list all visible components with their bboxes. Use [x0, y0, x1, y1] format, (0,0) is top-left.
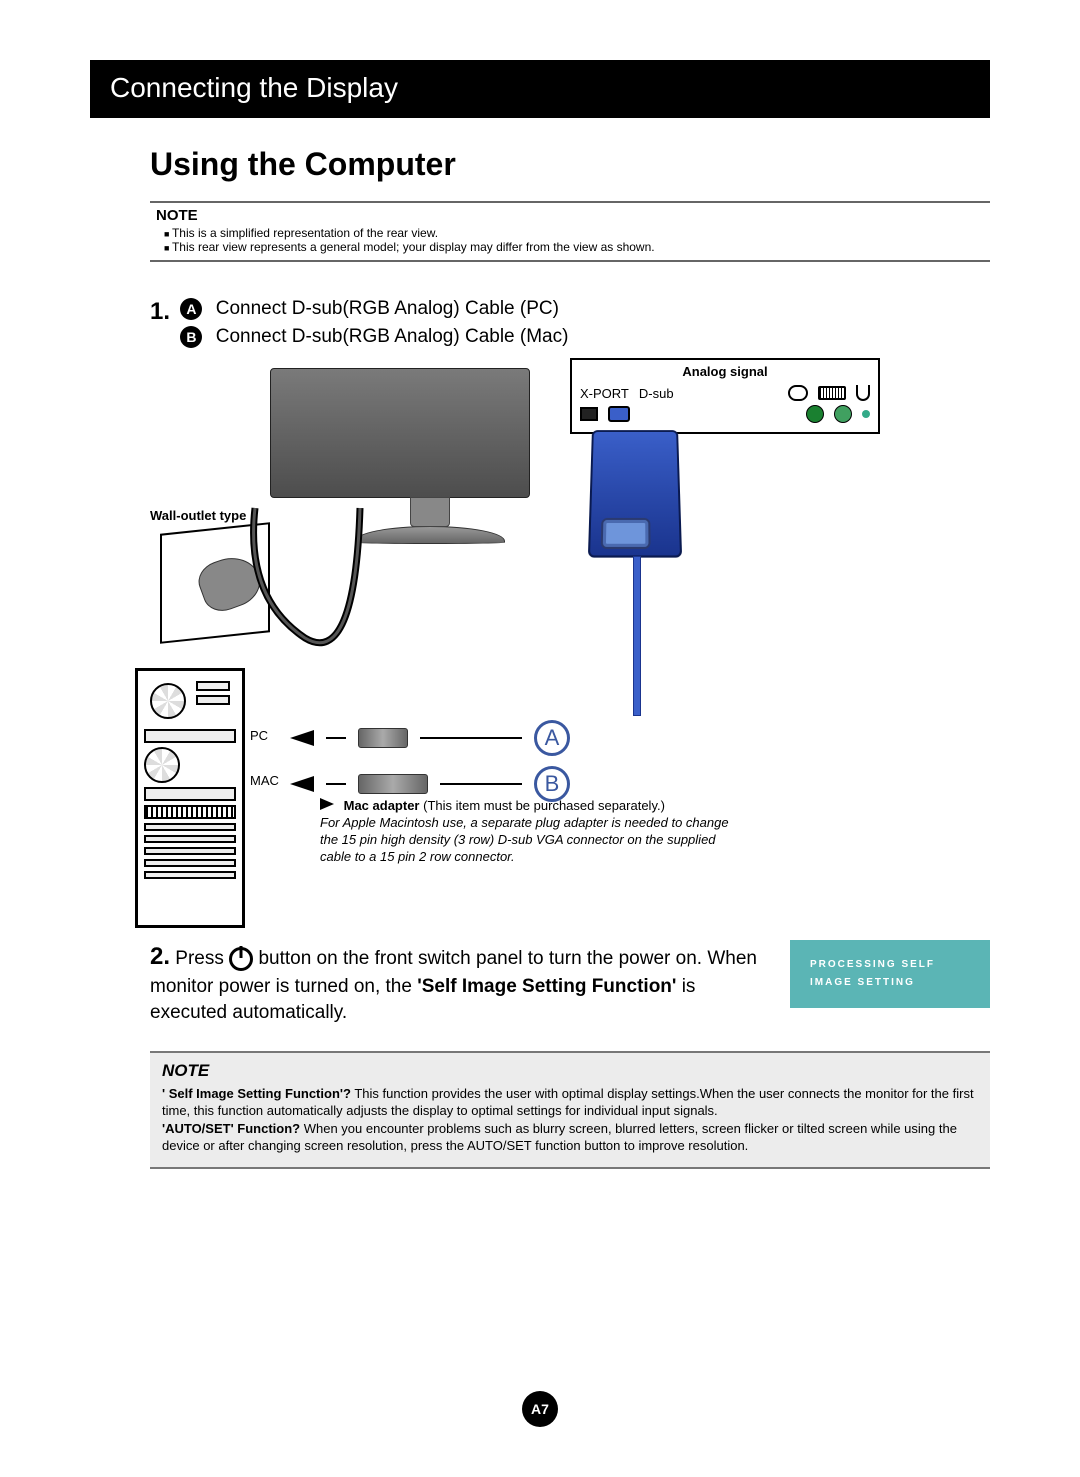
page-subtitle: Using the Computer: [150, 146, 990, 183]
connector-icon: [358, 774, 428, 794]
ps2-icon: [834, 405, 852, 423]
callout-a: A: [534, 720, 570, 756]
osd-message: PROCESSING SELF IMAGE SETTING: [790, 940, 990, 1008]
keyboard-icon: [818, 386, 846, 400]
arrow-icon: [320, 798, 334, 810]
badge-a: A: [180, 298, 202, 320]
step1-line-a: Connect D-sub(RGB Analog) Cable (PC): [216, 298, 559, 319]
dsub-port-icon: [608, 406, 630, 422]
audio-jack-icon: [862, 410, 870, 418]
mac-adapter-note: Mac adapter (This item must be purchased…: [320, 798, 750, 866]
analog-signal-label: Analog signal: [580, 364, 870, 379]
mac-adapter-paren: (This item must be purchased separately.…: [423, 798, 665, 813]
section-header: Connecting the Display: [90, 60, 990, 118]
osd-line1: PROCESSING SELF: [810, 956, 970, 974]
pc-cable-arrow: A: [290, 720, 570, 756]
connector-icon: [358, 728, 408, 748]
badge-b: B: [180, 326, 202, 348]
step-number: 2.: [150, 943, 170, 970]
dsub-connector-illustration: [588, 430, 682, 557]
note-title: NOTE: [156, 207, 990, 224]
step-2: 2. Press button on the front switch pane…: [150, 940, 990, 1027]
step2-bold: 'Self Image Setting Function': [417, 976, 676, 997]
mac-label: MAC: [250, 773, 279, 788]
note-item: This rear view represents a general mode…: [164, 240, 990, 254]
osd-line2: IMAGE SETTING: [810, 974, 970, 992]
step1-line-b: Connect D-sub(RGB Analog) Cable (Mac): [216, 326, 569, 347]
pc-tower-illustration: [135, 668, 245, 928]
port-panel: Analog signal X-PORT D-sub: [570, 358, 880, 434]
note-box-top: NOTE This is a simplified representation…: [150, 201, 990, 262]
step2-pre: Press: [175, 948, 229, 969]
callout-b: B: [534, 766, 570, 802]
pc-label: PC: [250, 728, 268, 743]
page-number: A7: [522, 1391, 558, 1427]
usb-icon: [788, 385, 808, 401]
mac-adapter-body: For Apple Macintosh use, a separate plug…: [320, 815, 729, 864]
note2-title: NOTE: [162, 1061, 978, 1081]
ps2-icon: [806, 405, 824, 423]
power-icon: [229, 947, 253, 971]
power-cable-illustration: [245, 498, 365, 678]
note-box-bottom: NOTE ' Self Image Setting Function'? Thi…: [150, 1051, 990, 1169]
headphone-icon: [856, 385, 870, 401]
dsub-label: D-sub: [639, 386, 674, 401]
wall-outlet-label: Wall-outlet type: [150, 508, 246, 523]
note2-self-q: ' Self Image Setting Function'?: [162, 1086, 351, 1101]
mac-cable-arrow: B: [290, 766, 570, 802]
step-number: 1.: [150, 298, 170, 326]
mac-adapter-title: Mac adapter: [344, 798, 420, 813]
note2-auto-q: 'AUTO/SET' Function?: [162, 1121, 300, 1136]
connection-diagram: Analog signal X-PORT D-sub: [150, 358, 990, 928]
note-item: This is a simplified representation of t…: [164, 226, 990, 240]
step-1: 1. A Connect D-sub(RGB Analog) Cable (PC…: [150, 298, 990, 348]
cable-illustration: [633, 556, 641, 716]
